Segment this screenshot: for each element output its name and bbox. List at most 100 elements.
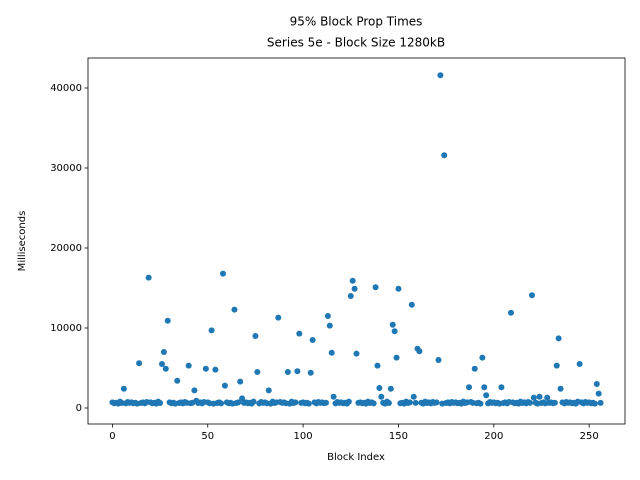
point [162, 365, 169, 372]
point [412, 399, 419, 406]
point [498, 384, 505, 391]
point [252, 333, 259, 339]
point [347, 293, 354, 299]
point [395, 285, 402, 292]
point [349, 277, 356, 284]
point [555, 335, 562, 342]
point [374, 362, 381, 369]
point [330, 393, 337, 400]
x-axis-label: Block Index [327, 452, 385, 463]
point [389, 321, 396, 328]
point [284, 369, 291, 375]
point [322, 399, 329, 406]
point [387, 385, 394, 392]
point [408, 301, 415, 308]
point [160, 349, 167, 355]
point [145, 274, 152, 281]
x-tick-label: 250 [580, 431, 599, 442]
point [307, 369, 314, 376]
point [237, 378, 244, 385]
point [351, 285, 358, 292]
point [212, 366, 219, 373]
x-tick-label: 0 [109, 431, 115, 442]
x-tick-label: 50 [201, 431, 214, 442]
point [235, 399, 242, 406]
point [376, 385, 383, 391]
point [174, 377, 181, 384]
point [220, 270, 227, 277]
point [120, 385, 127, 392]
point [326, 322, 333, 329]
point [250, 398, 257, 405]
point [378, 393, 385, 400]
y-tick-label: 0 [76, 403, 82, 414]
plot-frame [87, 57, 626, 425]
point [353, 350, 360, 357]
point [157, 400, 164, 407]
point [593, 381, 600, 387]
point [275, 314, 282, 321]
point [477, 400, 484, 407]
point [218, 400, 225, 407]
x-tick-label: 100 [294, 431, 313, 442]
point [385, 400, 392, 407]
point [557, 385, 564, 392]
point [221, 382, 228, 389]
point [595, 390, 602, 397]
x-tick-label: 200 [484, 431, 503, 442]
point [324, 313, 331, 319]
point [466, 384, 473, 391]
y-tick-label: 40000 [50, 83, 82, 94]
point [471, 365, 478, 372]
point [391, 328, 398, 335]
point [202, 365, 209, 372]
y-tick-label: 10000 [50, 323, 82, 334]
chart-subtitle: Series 5e - Block Size 1280kB [267, 36, 445, 50]
point [441, 152, 448, 159]
point [406, 399, 413, 406]
point [530, 394, 537, 401]
point [372, 284, 379, 291]
y-axis-label: Milliseconds [17, 211, 28, 272]
point [481, 384, 488, 391]
point [479, 354, 486, 361]
point [553, 362, 560, 369]
point [208, 327, 215, 334]
point [527, 399, 534, 406]
point [433, 399, 440, 406]
point [294, 368, 301, 375]
y-tick-label: 30000 [50, 163, 82, 174]
point [254, 369, 261, 375]
point [370, 400, 377, 407]
point [544, 394, 551, 401]
point [551, 399, 558, 406]
point [576, 361, 583, 367]
point [345, 398, 352, 405]
chart-title: 95% Block Prop Times [290, 15, 423, 29]
point [191, 387, 198, 394]
point [591, 400, 598, 407]
x-tick-label: 150 [389, 431, 408, 442]
point [410, 393, 417, 400]
y-tick-label: 20000 [50, 243, 82, 254]
point [437, 72, 444, 79]
point [231, 306, 238, 313]
point [185, 362, 192, 369]
point [597, 399, 604, 406]
point [239, 395, 246, 402]
point [309, 337, 316, 343]
point [296, 330, 303, 337]
point [158, 361, 165, 367]
point [328, 349, 335, 356]
point [265, 387, 272, 394]
point [416, 348, 423, 355]
point [536, 393, 543, 400]
point [305, 400, 312, 407]
point [292, 399, 299, 406]
point [164, 317, 171, 324]
point [435, 357, 442, 363]
point [136, 360, 143, 367]
